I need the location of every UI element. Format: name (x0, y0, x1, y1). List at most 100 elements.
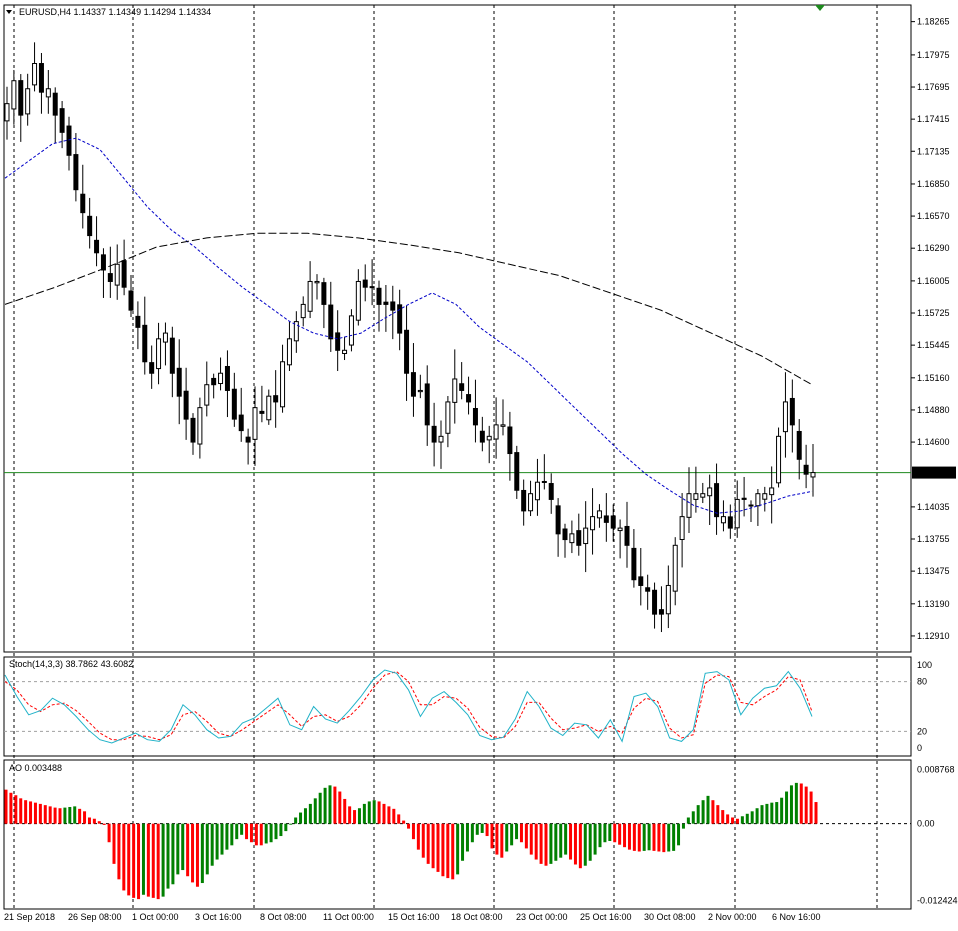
candle-body (596, 510, 602, 519)
price-tick-label: 1.17975 (917, 50, 950, 60)
ao-bar (436, 823, 440, 872)
candle-body (107, 273, 113, 282)
ao-bar (760, 805, 764, 824)
candle-body (342, 349, 348, 354)
candle-body (665, 584, 671, 615)
ao-bar (804, 786, 808, 824)
x-axis-label: 11 Oct 00:00 (323, 912, 374, 922)
ao-bar (524, 823, 528, 849)
ao-bar (755, 808, 759, 824)
ao-bar (92, 818, 96, 824)
candle-body (583, 527, 589, 545)
ao-bar (662, 823, 666, 853)
candle-body (280, 361, 286, 408)
ao-bar (240, 823, 244, 835)
candle-body (238, 414, 244, 432)
candle-body (59, 108, 65, 133)
candle-body (472, 408, 478, 426)
price-tick-label: 1.14600 (917, 437, 950, 447)
ao-bar (549, 823, 553, 864)
ao-bar (510, 823, 514, 846)
candle-body (769, 487, 775, 496)
ao-zero-box (912, 817, 956, 830)
candle-body (211, 377, 217, 386)
ao-bar (117, 823, 121, 880)
ao-bar (799, 783, 803, 824)
candle-body (562, 528, 568, 541)
x-axis-label: 26 Sep 08:00 (68, 912, 122, 922)
ao-bar (564, 823, 568, 855)
candle-body (80, 193, 86, 214)
x-axis-label: 21 Sep 2018 (4, 912, 55, 922)
ao-bar (809, 791, 813, 824)
candle-body (355, 280, 361, 321)
ao-bar (122, 823, 126, 891)
candle-body (466, 394, 472, 403)
ao-bar (652, 823, 656, 851)
price-panel (3, 4, 912, 653)
stoch-level-label: 20 (917, 726, 927, 736)
ao-bar (372, 800, 376, 824)
ao-bar (200, 823, 204, 884)
candle-body (514, 452, 520, 491)
ao-bar (534, 823, 538, 860)
ao-bar (24, 800, 28, 824)
candle-body (376, 287, 382, 305)
candle-body (493, 424, 499, 440)
candle-body (734, 498, 740, 529)
candle-body (741, 497, 747, 500)
ao-bar (480, 823, 484, 833)
ao-bar (441, 823, 445, 877)
ao-bar (220, 823, 224, 855)
ao-bar (608, 823, 612, 841)
candle-body (32, 63, 38, 86)
candle-body (679, 516, 685, 540)
candle-body (135, 315, 141, 328)
ao-bar (461, 823, 465, 861)
candle-body (624, 525, 630, 546)
price-tick-label: 1.16570 (917, 211, 950, 221)
candle-body (700, 493, 706, 498)
candle-body (417, 389, 423, 393)
ao-bar (657, 823, 661, 852)
ao-bar (397, 814, 401, 824)
candle-body (500, 424, 506, 427)
price-tick-label: 1.15445 (917, 340, 950, 350)
candle-body (610, 515, 616, 529)
down-arrow-icon (815, 5, 825, 11)
ao-bar (107, 823, 111, 843)
ao-bar (726, 814, 730, 824)
ao-bar (623, 823, 627, 848)
ao-bar (515, 823, 519, 840)
ao-bar (303, 808, 307, 824)
candle-body (156, 338, 162, 370)
ao-bar (48, 806, 52, 824)
stoch-level-label: 100 (917, 660, 932, 670)
ao-bar (681, 823, 685, 829)
dropdown-icon[interactable] (6, 10, 12, 14)
price-tick-label: 1.15160 (917, 373, 950, 383)
ao-bar (554, 823, 558, 861)
x-axis-label: 1 Oct 00:00 (132, 912, 179, 922)
ao-bar (299, 812, 303, 824)
ao-bar (249, 823, 253, 843)
ao-bar (686, 817, 690, 824)
candle-body (810, 472, 816, 478)
ao-bar (284, 823, 288, 832)
ao-bar (691, 811, 695, 824)
ao-bar (411, 823, 415, 840)
ao-bar (19, 798, 23, 824)
ao-bar (362, 803, 366, 824)
ao-bar (367, 801, 371, 824)
candle-body (438, 435, 444, 443)
candle-body (25, 88, 31, 115)
candle-body (548, 483, 554, 500)
candle-body (658, 609, 664, 615)
candle-body (66, 125, 72, 156)
candle-body (720, 516, 726, 524)
candle-body (631, 547, 637, 581)
candle-body (286, 338, 292, 366)
stoch-level-label: 80 (917, 677, 927, 687)
